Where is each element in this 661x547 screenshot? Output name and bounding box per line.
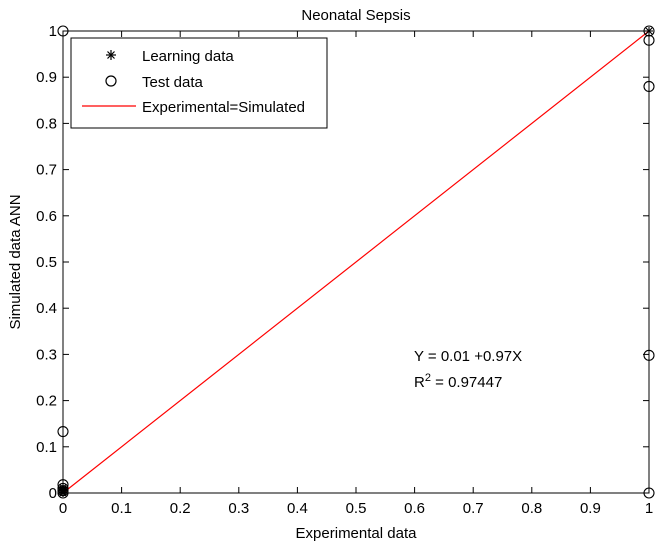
x-tick-label: 0.9 (580, 500, 601, 517)
x-tick-label: 0.2 (170, 500, 191, 517)
test-data-point (643, 349, 655, 361)
chart-title: Neonatal Sepsis (301, 7, 410, 24)
r-squared-superscript: 2 (425, 372, 431, 384)
x-tick-label: 0.8 (521, 500, 542, 517)
y-tick-label: 0.6 (36, 208, 57, 225)
y-tick-label: 0.3 (36, 346, 57, 363)
test-data-point (57, 25, 69, 37)
legend-label-test: Test data (142, 74, 204, 91)
test-data-point (57, 479, 69, 491)
series-points-group (57, 25, 655, 499)
test-data-point (643, 487, 655, 499)
learning-data-point (645, 27, 653, 35)
legend-marker-test (105, 75, 117, 87)
y-tick-label: 0.5 (36, 254, 57, 271)
test-data-point (643, 25, 655, 37)
y-tick-label: 0.7 (36, 162, 57, 179)
y-tick-label: 0.1 (36, 439, 57, 456)
x-axis-label: Experimental data (296, 525, 418, 542)
x-tick-label: 0.1 (111, 500, 132, 517)
x-tick-label: 1 (645, 500, 653, 517)
series-line-experimental-simulated (62, 30, 650, 494)
legend: Learning data Test data Experimental=Sim… (70, 37, 328, 129)
annotation-r-squared: R2 = 0.97447 (414, 372, 502, 391)
y-tick-label: 0.8 (36, 115, 57, 132)
y-tick-label: 0.2 (36, 393, 57, 410)
legend-label-learning: Learning data (142, 48, 234, 65)
r-squared-suffix: = 0.97447 (431, 374, 502, 391)
x-tick-label: 0.4 (287, 500, 308, 517)
test-data-point (57, 426, 69, 438)
x-tick-label: 0.3 (228, 500, 249, 517)
y-tick-label: 0.4 (36, 300, 57, 317)
x-tick-label: 0 (59, 500, 67, 517)
test-data-point (643, 80, 655, 92)
r-squared-prefix: R (414, 374, 425, 391)
legend-marker-learning (106, 50, 116, 60)
y-axis-label: Simulated data ANN (7, 194, 24, 329)
y-tick-label: 1 (49, 23, 57, 40)
legend-label-line: Experimental=Simulated (142, 99, 305, 116)
x-tick-label: 0.6 (404, 500, 425, 517)
y-tick-label: 0 (49, 485, 57, 502)
series-line-group (62, 30, 650, 494)
annotation-equation: Y = 0.01 +0.97X (414, 348, 522, 365)
x-tick-label: 0.5 (346, 500, 367, 517)
test-data-point (643, 34, 655, 46)
y-tick-label: 0.9 (36, 69, 57, 86)
x-tick-label: 0.7 (463, 500, 484, 517)
test-data-point (57, 487, 69, 499)
y-tick-labels: 0 0.1 0.2 0.3 0.4 0.5 0.6 0.7 0.8 0.9 1 (36, 23, 57, 502)
x-tick-labels: 0 0.1 0.2 0.3 0.4 0.5 0.6 0.7 0.8 0.9 1 (59, 500, 653, 517)
